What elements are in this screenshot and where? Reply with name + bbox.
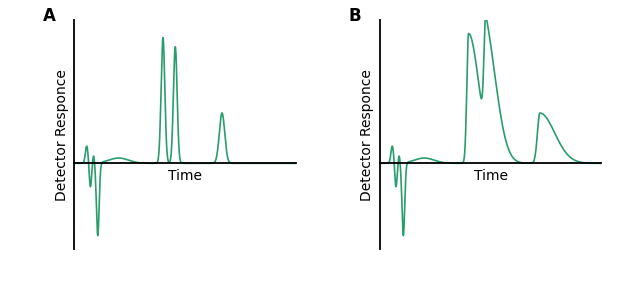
Text: A: A (43, 7, 56, 25)
X-axis label: Time: Time (168, 169, 202, 183)
Text: B: B (349, 7, 361, 25)
Y-axis label: Detector Responce: Detector Responce (360, 69, 374, 201)
X-axis label: Time: Time (474, 169, 508, 183)
Y-axis label: Detector Responce: Detector Responce (55, 69, 69, 201)
